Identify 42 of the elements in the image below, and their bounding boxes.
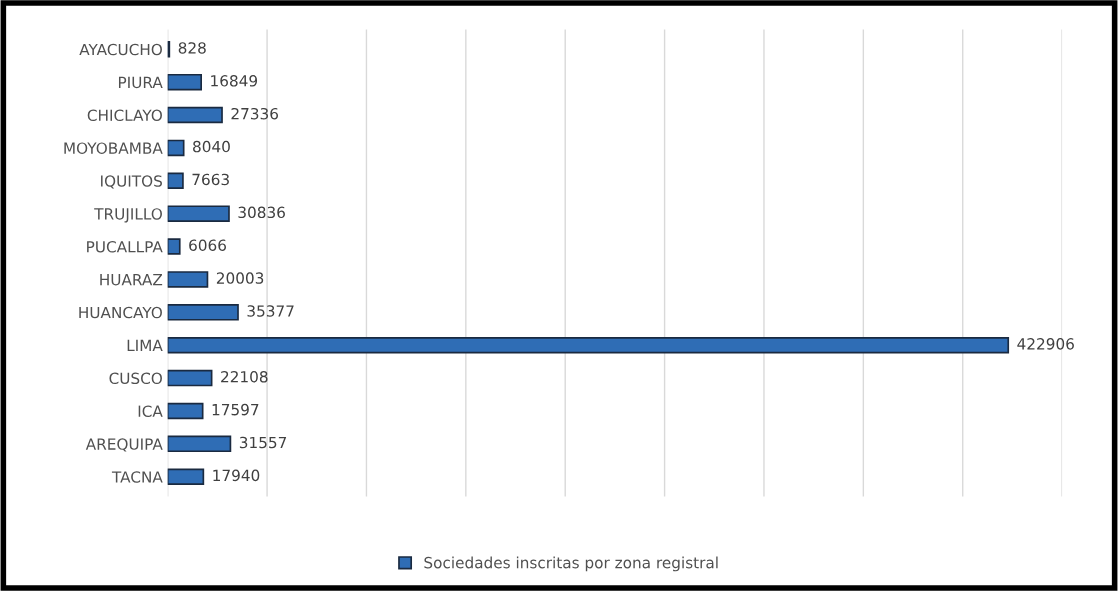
- y-tick-label: LIMA: [127, 339, 163, 351]
- bar: [167, 369, 213, 387]
- y-tick-label: MOYOBAMBA: [64, 142, 163, 154]
- bar: [167, 304, 239, 321]
- y-tick-label: HUARAZ: [100, 274, 163, 286]
- bar: [167, 402, 204, 420]
- y-tick-label: CUSCO: [109, 372, 162, 385]
- bar: [167, 172, 184, 190]
- data-label: 16849: [211, 75, 258, 87]
- bar: [167, 238, 181, 255]
- bar: [167, 336, 1010, 354]
- bar: [167, 271, 209, 288]
- legend-label: Sociedades inscritas por zona registral: [424, 556, 718, 572]
- y-tick-label: ICA: [138, 405, 163, 417]
- bar: [167, 468, 205, 485]
- y-tick-label: PIURA: [118, 76, 163, 89]
- y-tick-label: TRUJILLO: [94, 208, 162, 223]
- data-label: 422906: [1017, 338, 1074, 350]
- data-label: 35377: [247, 305, 294, 317]
- y-tick-label: CHICLAYO: [87, 109, 162, 122]
- data-label: 8040: [193, 140, 230, 153]
- data-label: 20003: [216, 272, 264, 284]
- data-label: 6066: [189, 239, 227, 251]
- bar: [167, 435, 232, 453]
- data-label: 31557: [239, 436, 287, 449]
- y-tick-label: HUANCAYO: [79, 306, 162, 319]
- bar: [167, 205, 230, 222]
- bar: [167, 73, 203, 91]
- y-tick-label: AREQUIPA: [85, 438, 163, 452]
- y-tick-label: TACNA: [111, 471, 163, 483]
- data-label: 17597: [212, 403, 259, 416]
- data-label: 27336: [231, 107, 278, 120]
- data-label: 17940: [213, 469, 260, 482]
- y-tick-label: PUCALLPA: [87, 241, 163, 253]
- data-label: 30836: [238, 206, 285, 219]
- bar: [167, 106, 223, 124]
- data-label: 7663: [192, 173, 229, 186]
- y-tick-label: AYACUCHO: [79, 43, 162, 56]
- data-label: 828: [178, 42, 206, 54]
- data-label: 22108: [221, 370, 268, 383]
- bar: [167, 139, 185, 157]
- y-tick-label: IQUITOS: [101, 175, 162, 189]
